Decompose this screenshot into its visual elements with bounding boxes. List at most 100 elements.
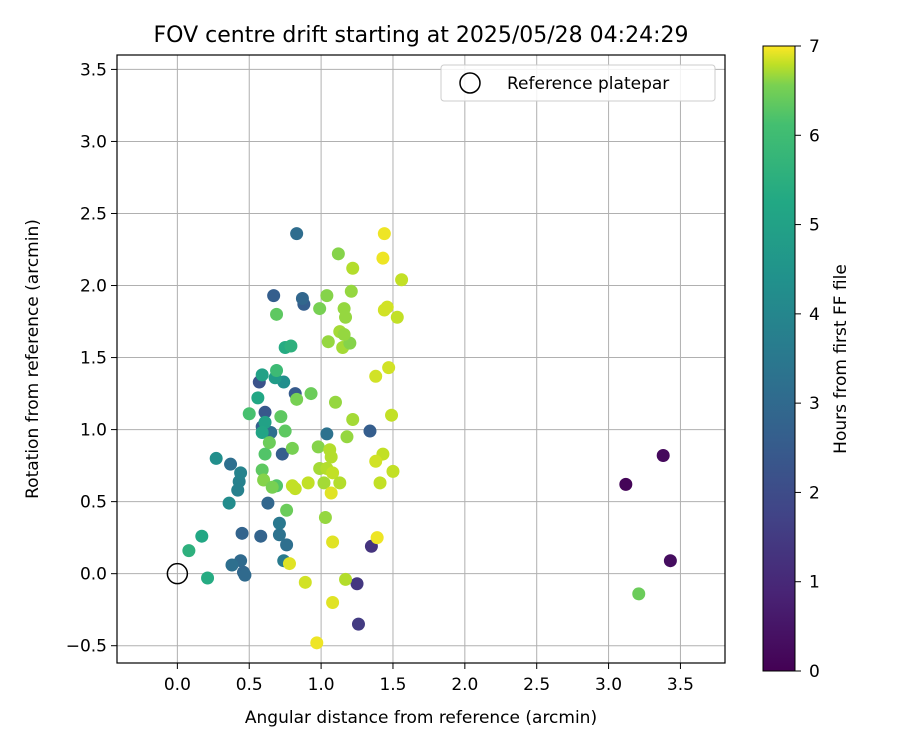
data-point	[328, 395, 342, 409]
data-point	[377, 227, 391, 241]
data-point	[275, 447, 289, 461]
data-point	[344, 284, 358, 298]
data-point	[272, 528, 286, 542]
data-point	[201, 571, 215, 585]
data-point	[331, 247, 345, 261]
data-point	[395, 273, 409, 287]
data-point	[339, 310, 353, 324]
data-point	[254, 529, 268, 543]
x-tick-label: 3.0	[595, 675, 622, 695]
y-axis-label: Rotation from reference (arcmin)	[23, 219, 43, 499]
data-point	[326, 595, 340, 609]
x-axis-label: Angular distance from reference (arcmin)	[245, 708, 597, 728]
y-tick-label: 0.0	[80, 565, 107, 585]
data-point	[632, 587, 646, 601]
data-point	[346, 413, 360, 427]
data-point	[298, 575, 312, 589]
data-point	[326, 466, 340, 480]
colorbar-gradient	[762, 45, 796, 672]
data-point	[231, 483, 245, 497]
y-tick-label: −0.5	[66, 637, 107, 657]
data-point	[370, 531, 384, 545]
data-point	[258, 415, 272, 429]
x-tick-label: 1.0	[308, 675, 335, 695]
x-tick-label: 2.0	[451, 675, 478, 695]
data-point	[270, 364, 284, 378]
y-tick-label: 0.5	[80, 493, 107, 513]
data-point	[382, 361, 396, 375]
data-point	[234, 466, 248, 480]
colorbar-tick-label: 1	[809, 573, 820, 593]
x-tick-label: 3.5	[667, 675, 694, 695]
data-point	[656, 449, 670, 463]
chart-title: FOV centre drift starting at 2025/05/28 …	[154, 23, 689, 48]
x-tick-label: 0.0	[164, 675, 191, 695]
colorbar: 0 1 2 3 4 5 6 7 Hours from first FF file	[762, 37, 851, 682]
colorbar-tick-label: 3	[809, 394, 820, 414]
colorbar-tick-label: 5	[809, 216, 820, 236]
data-point	[324, 486, 338, 500]
y-axis-ticks: −0.5 0.0 0.5 1.0 1.5 2.0 2.5 3.0 3.5	[66, 60, 117, 657]
data-points	[182, 227, 677, 650]
data-point	[318, 510, 332, 524]
data-point	[304, 387, 318, 401]
data-point	[278, 424, 292, 438]
data-point	[282, 557, 296, 571]
data-point	[225, 558, 239, 572]
data-point	[301, 476, 315, 490]
legend: Reference platepar	[440, 64, 716, 102]
data-point	[209, 451, 223, 465]
data-point	[272, 516, 286, 530]
data-point	[390, 310, 404, 324]
colorbar-tick-label: 4	[809, 305, 820, 325]
reference-marker-group	[166, 562, 189, 585]
data-point	[261, 496, 275, 510]
data-point	[262, 436, 276, 450]
legend-label: Reference platepar	[507, 74, 669, 94]
y-tick-label: 1.5	[80, 349, 107, 369]
legend-reference-marker	[459, 72, 481, 94]
data-point	[280, 538, 294, 552]
data-point	[285, 441, 299, 455]
y-tick-label: 1.0	[80, 421, 107, 441]
colorbar-tick-label: 6	[809, 126, 820, 146]
data-point	[288, 482, 302, 496]
colorbar-tick-label: 7	[809, 37, 820, 57]
y-tick-label: 2.5	[80, 204, 107, 224]
data-point	[255, 425, 269, 439]
y-tick-label: 3.0	[80, 132, 107, 152]
data-point	[369, 369, 383, 383]
data-point	[182, 544, 196, 558]
data-point	[337, 328, 351, 342]
data-point	[251, 391, 265, 405]
data-point	[295, 291, 309, 305]
legend-box	[440, 64, 716, 102]
y-tick-label: 2.0	[80, 277, 107, 297]
data-point	[340, 430, 354, 444]
data-point	[290, 392, 304, 406]
data-point	[195, 529, 209, 543]
data-point	[311, 440, 325, 454]
data-point	[265, 480, 279, 494]
data-point	[255, 368, 269, 382]
colorbar-label: Hours from first FF file	[831, 264, 851, 454]
data-point	[270, 307, 284, 321]
data-point	[346, 261, 360, 275]
data-point	[310, 636, 324, 650]
data-point	[350, 577, 364, 591]
data-point	[386, 464, 400, 478]
data-point	[235, 526, 249, 540]
reference-platepar-marker	[166, 562, 189, 585]
data-point	[320, 289, 334, 303]
colorbar-tick-label: 0	[809, 662, 820, 682]
x-tick-label: 2.5	[523, 675, 550, 695]
data-point	[290, 227, 304, 241]
data-point	[376, 251, 390, 265]
data-point	[339, 572, 353, 586]
x-tick-label: 1.5	[379, 675, 406, 695]
plot-area-frame	[116, 54, 726, 664]
data-point	[258, 447, 272, 461]
data-point	[373, 476, 387, 490]
